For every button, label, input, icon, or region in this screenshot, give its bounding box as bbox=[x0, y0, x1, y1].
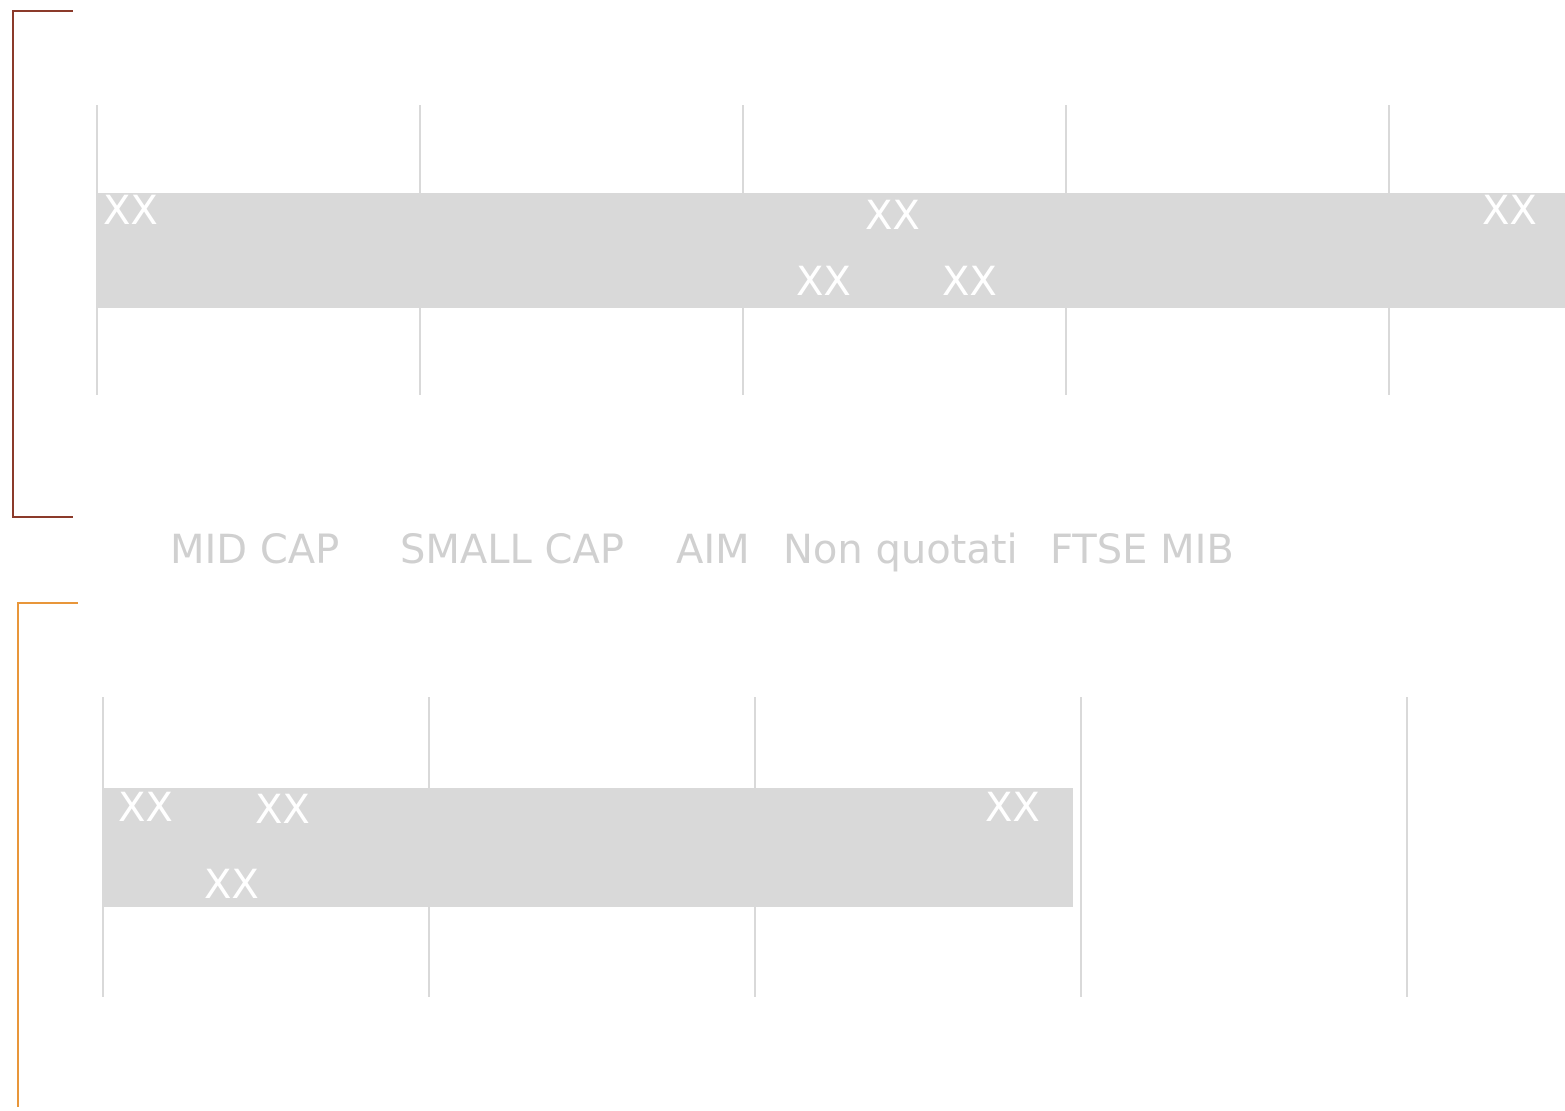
bar-label: XX bbox=[255, 787, 310, 833]
bar-label: XX bbox=[985, 785, 1040, 831]
legend-item: FTSE MIB bbox=[1050, 527, 1234, 573]
legend-item: AIM bbox=[676, 527, 750, 573]
band-top bbox=[97, 193, 1565, 308]
bar-label: XX bbox=[103, 188, 158, 234]
legend-item: SMALL CAP bbox=[400, 527, 624, 573]
bar-label: XX bbox=[1482, 188, 1537, 234]
band-bottom bbox=[103, 788, 1073, 907]
legend-item: MID CAP bbox=[170, 527, 339, 573]
bar-label: XX bbox=[204, 862, 259, 908]
bar-label: XX bbox=[118, 785, 173, 831]
bracket-bottom bbox=[17, 602, 78, 1107]
bracket-top bbox=[12, 10, 73, 518]
bar-label: XX bbox=[942, 259, 997, 305]
legend-item: Non quotati bbox=[783, 527, 1018, 573]
bar-label: XX bbox=[796, 259, 851, 305]
bar-label: XX bbox=[865, 193, 920, 239]
